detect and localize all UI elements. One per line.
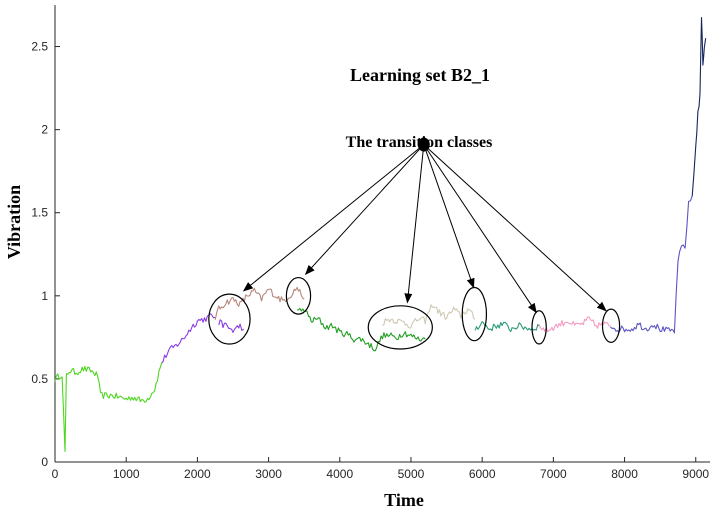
x-tick-label: 4000 bbox=[326, 467, 353, 481]
arrow-origin-dot bbox=[417, 137, 430, 152]
series-line bbox=[54, 362, 163, 453]
x-tick-label: 7000 bbox=[540, 467, 567, 481]
y-tick-label: 2 bbox=[41, 123, 48, 137]
y-axis-title: Vibration bbox=[4, 185, 24, 259]
x-tick-label: 2000 bbox=[184, 467, 211, 481]
x-tick-label: 9000 bbox=[682, 467, 709, 481]
y-tick-label: 0.5 bbox=[31, 372, 48, 386]
chart-title: Learning set B2_1 bbox=[350, 65, 490, 85]
series-line bbox=[691, 16, 707, 197]
y-tick-label: 1.5 bbox=[31, 206, 48, 220]
transition-arrow bbox=[242, 144, 425, 292]
transition-circle bbox=[461, 286, 488, 342]
transition-arrow bbox=[423, 144, 475, 289]
transition-circle bbox=[285, 276, 312, 315]
series-layer bbox=[54, 16, 707, 453]
transition-arrow bbox=[423, 144, 537, 314]
y-tick-label: 0 bbox=[41, 455, 48, 469]
x-tick-label: 1000 bbox=[113, 467, 140, 481]
series-line bbox=[538, 316, 611, 333]
x-tick-label: 5000 bbox=[398, 467, 425, 481]
annotation-label: The transition classes bbox=[346, 134, 493, 151]
series-line bbox=[218, 319, 245, 333]
x-tick-label: 6000 bbox=[469, 467, 496, 481]
transition-arrow bbox=[423, 144, 607, 312]
y-tick-label: 1 bbox=[41, 289, 48, 303]
transition-circle bbox=[367, 305, 433, 350]
series-line bbox=[297, 307, 426, 352]
series-line bbox=[214, 286, 305, 320]
transition-arrow bbox=[304, 144, 425, 275]
transition-circle bbox=[208, 293, 251, 345]
x-axis-title: Time bbox=[384, 490, 424, 510]
transition-arrow bbox=[404, 144, 425, 304]
series-line bbox=[382, 304, 476, 329]
series-line bbox=[161, 313, 216, 364]
x-tick-label: 0 bbox=[52, 467, 59, 481]
transition-circle bbox=[601, 308, 621, 343]
x-tick-label: 8000 bbox=[611, 467, 638, 481]
series-line bbox=[609, 195, 693, 334]
annotation-layer bbox=[208, 137, 621, 350]
x-tick-label: 3000 bbox=[255, 467, 282, 481]
transition-circle bbox=[531, 310, 547, 345]
axes: 0 1000 2000 3000 4000 5000 6000 7000 8000 9000 0 0.… bbox=[31, 5, 710, 481]
y-tick-label: 2.5 bbox=[31, 40, 48, 54]
